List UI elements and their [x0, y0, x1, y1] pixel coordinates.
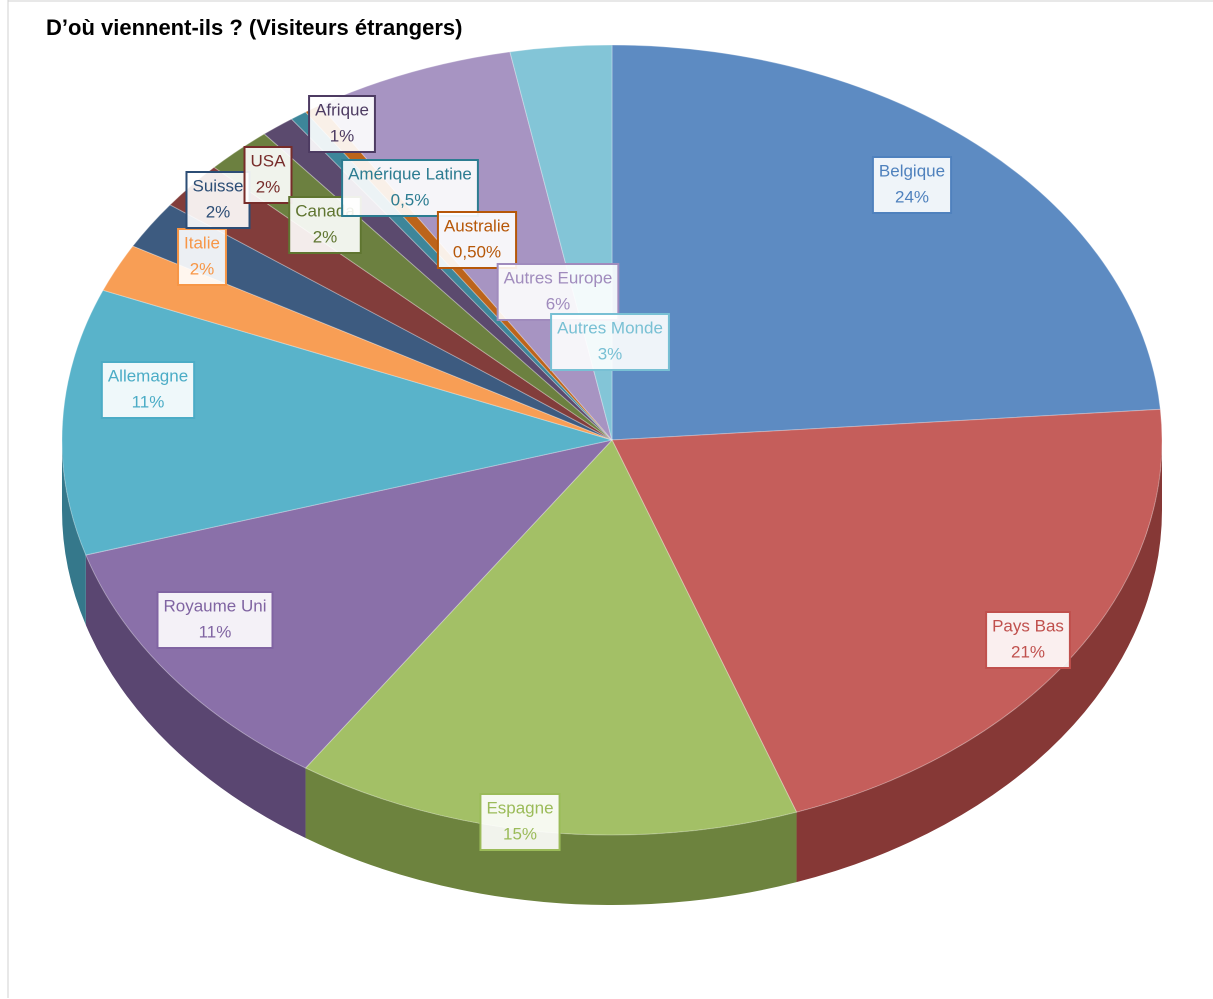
label-value: 15% — [503, 824, 537, 843]
label-value: 3% — [598, 344, 623, 363]
label-value: 2% — [256, 177, 281, 196]
label-value: 21% — [1011, 642, 1045, 661]
label-value: 6% — [546, 294, 571, 313]
slice-side — [62, 440, 86, 626]
slice — [611, 408, 1163, 813]
slice-side — [796, 440, 1162, 883]
data-label: USA 2% — [243, 146, 293, 204]
label-box — [177, 228, 227, 286]
label-box — [100, 361, 196, 419]
label-box — [496, 263, 620, 321]
slice — [132, 204, 613, 441]
label-value: 0,50% — [453, 242, 501, 261]
label-value: 2% — [206, 202, 231, 221]
chart-title: D’où viennent-ils ? (Visiteurs étrangers… — [46, 15, 462, 40]
label-value: 11% — [132, 392, 165, 411]
data-label: Pays Bas 21% — [985, 611, 1071, 669]
data-label: Autres Monde 3% — [550, 313, 670, 371]
label-box — [243, 146, 293, 204]
label-name: Allemagne — [108, 366, 188, 385]
data-label: Australie 0,50% — [436, 211, 518, 269]
label-value: 0,5% — [391, 190, 430, 209]
label-value: 1% — [330, 126, 355, 145]
label-name: Autres Monde — [557, 318, 663, 337]
label-value: 11% — [199, 622, 232, 641]
slice-side — [85, 555, 306, 839]
label-value: 2% — [313, 227, 338, 246]
label-box — [341, 159, 479, 217]
slice — [61, 289, 613, 556]
label-box — [871, 156, 953, 214]
label-name: Afrique — [315, 100, 369, 119]
data-label: Allemagne 11% — [100, 361, 196, 419]
data-label: Italie 2% — [177, 228, 227, 286]
label-name: Royaume Uni — [164, 596, 267, 615]
label-name: Canada — [295, 201, 355, 220]
data-label: Espagne 15% — [479, 793, 561, 851]
label-name: Italie — [184, 233, 220, 252]
label-name: Espagne — [486, 798, 553, 817]
data-label: Suisse 2% — [185, 171, 251, 229]
data-label: Autres Europe 6% — [496, 263, 620, 321]
data-label: Belgique 24% — [871, 156, 953, 214]
label-name: Australie — [444, 216, 510, 235]
label-value: 2% — [190, 259, 215, 278]
label-box — [479, 793, 561, 851]
label-box — [550, 313, 670, 371]
slice — [85, 439, 614, 769]
label-name: Suisse — [192, 176, 243, 195]
data-label: Royaume Uni 11% — [156, 591, 274, 649]
slice — [611, 44, 1161, 441]
label-name: Amérique Latine — [348, 164, 472, 183]
label-box — [436, 211, 518, 269]
label-box — [985, 611, 1071, 669]
label-box — [156, 591, 274, 649]
label-name: Pays Bas — [992, 616, 1064, 635]
label-name: Belgique — [879, 161, 945, 180]
data-label: Amérique Latine 0,5% — [341, 159, 479, 217]
label-value: 24% — [895, 187, 929, 206]
data-label: Afrique 1% — [308, 95, 376, 153]
label-box — [308, 95, 376, 153]
label-name: USA — [251, 151, 287, 170]
label-name: Autres Europe — [504, 268, 613, 287]
slice — [102, 245, 613, 441]
